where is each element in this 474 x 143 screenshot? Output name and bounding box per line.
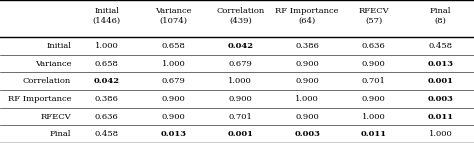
Text: 0.013: 0.013 (161, 130, 187, 138)
Text: 1.000: 1.000 (162, 60, 185, 68)
Text: 0.900: 0.900 (295, 60, 319, 68)
Text: 0.011: 0.011 (361, 130, 387, 138)
Text: 1.000: 1.000 (228, 77, 252, 85)
Text: 0.001: 0.001 (228, 130, 254, 138)
Text: 0.458: 0.458 (95, 130, 119, 138)
Text: 0.386: 0.386 (95, 95, 119, 103)
Text: 0.001: 0.001 (428, 77, 454, 85)
Text: 0.900: 0.900 (162, 113, 185, 121)
Text: 0.386: 0.386 (295, 42, 319, 50)
Text: Correlation: Correlation (23, 77, 71, 85)
Text: Variance: Variance (35, 60, 71, 68)
Text: RF Importance: RF Importance (8, 95, 71, 103)
Text: 0.900: 0.900 (162, 95, 185, 103)
Text: 0.679: 0.679 (162, 77, 185, 85)
Text: 0.900: 0.900 (295, 77, 319, 85)
Text: 0.658: 0.658 (162, 42, 185, 50)
Text: 0.701: 0.701 (228, 113, 252, 121)
Text: 0.679: 0.679 (228, 60, 252, 68)
Text: 0.900: 0.900 (295, 113, 319, 121)
Text: 0.011: 0.011 (428, 113, 454, 121)
Text: 1.000: 1.000 (95, 42, 118, 50)
Text: 0.458: 0.458 (428, 42, 453, 50)
Text: Correlation
(439): Correlation (439) (216, 7, 264, 24)
Text: Final
(8): Final (8) (430, 7, 451, 24)
Text: 0.636: 0.636 (95, 113, 118, 121)
Text: 0.658: 0.658 (95, 60, 119, 68)
Text: Initial
(1446): Initial (1446) (93, 7, 121, 24)
Text: RFECV
(57): RFECV (57) (358, 7, 389, 24)
Text: 0.042: 0.042 (94, 77, 120, 85)
Text: 1.000: 1.000 (295, 95, 319, 103)
Text: 0.636: 0.636 (362, 42, 386, 50)
Text: 1.000: 1.000 (429, 130, 453, 138)
Text: RF Importance
(64): RF Importance (64) (275, 7, 339, 24)
Text: Initial: Initial (46, 42, 71, 50)
Text: 0.900: 0.900 (362, 60, 386, 68)
Text: 0.013: 0.013 (428, 60, 454, 68)
Text: 0.003: 0.003 (294, 130, 320, 138)
Text: Variance
(1074): Variance (1074) (155, 7, 192, 24)
Text: 1.000: 1.000 (362, 113, 386, 121)
Text: 0.900: 0.900 (362, 95, 386, 103)
Text: RFECV: RFECV (40, 113, 71, 121)
Text: 0.900: 0.900 (228, 95, 252, 103)
Text: 0.701: 0.701 (362, 77, 386, 85)
Text: Final: Final (50, 130, 71, 138)
Text: 0.042: 0.042 (228, 42, 254, 50)
Text: 0.003: 0.003 (428, 95, 454, 103)
